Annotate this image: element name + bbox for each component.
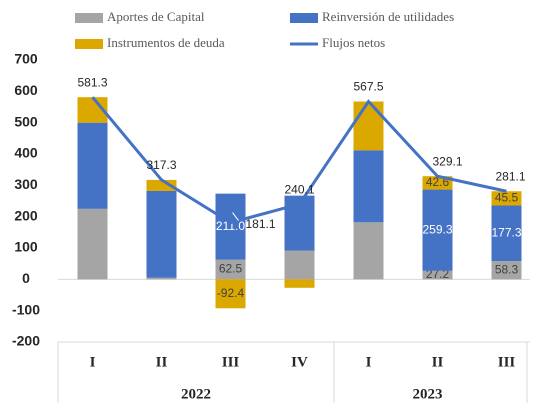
line-value-label: 329.1 bbox=[432, 154, 462, 168]
line-value-label: 181.1 bbox=[245, 217, 275, 231]
bar-segment bbox=[146, 179, 177, 191]
bar-segment bbox=[422, 189, 453, 271]
group-label: 2023 bbox=[413, 386, 443, 402]
bar-segment bbox=[215, 279, 246, 309]
bar-segment bbox=[146, 277, 177, 280]
bar-segment bbox=[77, 208, 108, 280]
legend-label: Flujos netos bbox=[322, 35, 385, 50]
legend-label: Reinversión de utilidades bbox=[322, 9, 454, 24]
legend-swatch bbox=[290, 13, 318, 23]
y-tick-label: -200 bbox=[12, 333, 40, 349]
y-tick-label: -100 bbox=[12, 301, 40, 317]
line-value-label: 317.3 bbox=[146, 158, 176, 172]
y-tick-label: 500 bbox=[14, 113, 38, 129]
x-tick-label: III bbox=[222, 354, 240, 370]
bar-segment bbox=[215, 193, 246, 260]
bar-segment bbox=[491, 261, 522, 280]
bar-segment bbox=[422, 270, 453, 280]
y-tick-label: 0 bbox=[22, 270, 30, 286]
y-tick-label: 200 bbox=[14, 207, 38, 223]
bar-value-label: 58.3 bbox=[495, 262, 519, 276]
x-tick-label: I bbox=[366, 354, 372, 370]
leader-line bbox=[232, 212, 239, 221]
legend-label: Instrumentos de deuda bbox=[107, 35, 225, 50]
bar-segment bbox=[422, 176, 453, 190]
line-value-label: 567.5 bbox=[353, 80, 383, 94]
bar-segment bbox=[353, 222, 384, 280]
y-tick-label: 400 bbox=[14, 145, 38, 161]
y-tick-label: 300 bbox=[14, 176, 38, 192]
bar-segment bbox=[353, 101, 384, 151]
bar-value-label: 45.5 bbox=[495, 191, 519, 205]
bar-segment bbox=[284, 279, 315, 288]
group-label: 2022 bbox=[181, 386, 211, 402]
bar-value-label: 177.3 bbox=[491, 225, 521, 239]
x-tick-label: IV bbox=[291, 354, 308, 370]
y-tick-label: 700 bbox=[14, 51, 38, 67]
bar-segment bbox=[491, 205, 522, 262]
bar-segment bbox=[77, 122, 108, 209]
y-tick-label: 100 bbox=[14, 239, 38, 255]
bar-value-label: 259.3 bbox=[422, 222, 452, 236]
bar-segment bbox=[353, 150, 384, 223]
legend-swatch bbox=[75, 13, 103, 23]
bar-segment bbox=[284, 250, 315, 280]
bar-value-label: 211.0 bbox=[216, 219, 245, 233]
legend-swatch bbox=[75, 39, 103, 49]
line-value-label: 281.1 bbox=[495, 169, 525, 183]
x-tick-label: III bbox=[498, 354, 516, 370]
line-value-label: 240.1 bbox=[284, 182, 314, 196]
line-series bbox=[91, 96, 507, 225]
x-tick-label: I bbox=[90, 354, 96, 370]
bar-value-label: 62.5 bbox=[219, 262, 243, 276]
bar-segment bbox=[215, 259, 246, 280]
x-tick-label: II bbox=[432, 354, 444, 370]
bar-segment bbox=[491, 191, 522, 206]
line-value-label: 581.3 bbox=[77, 75, 107, 89]
bar-value-label: -92.4 bbox=[217, 286, 245, 300]
y-tick-label: 600 bbox=[14, 82, 38, 98]
x-tick-label: II bbox=[156, 354, 168, 370]
legend-label: Aportes de Capital bbox=[107, 9, 205, 24]
bar-segment bbox=[146, 190, 177, 278]
